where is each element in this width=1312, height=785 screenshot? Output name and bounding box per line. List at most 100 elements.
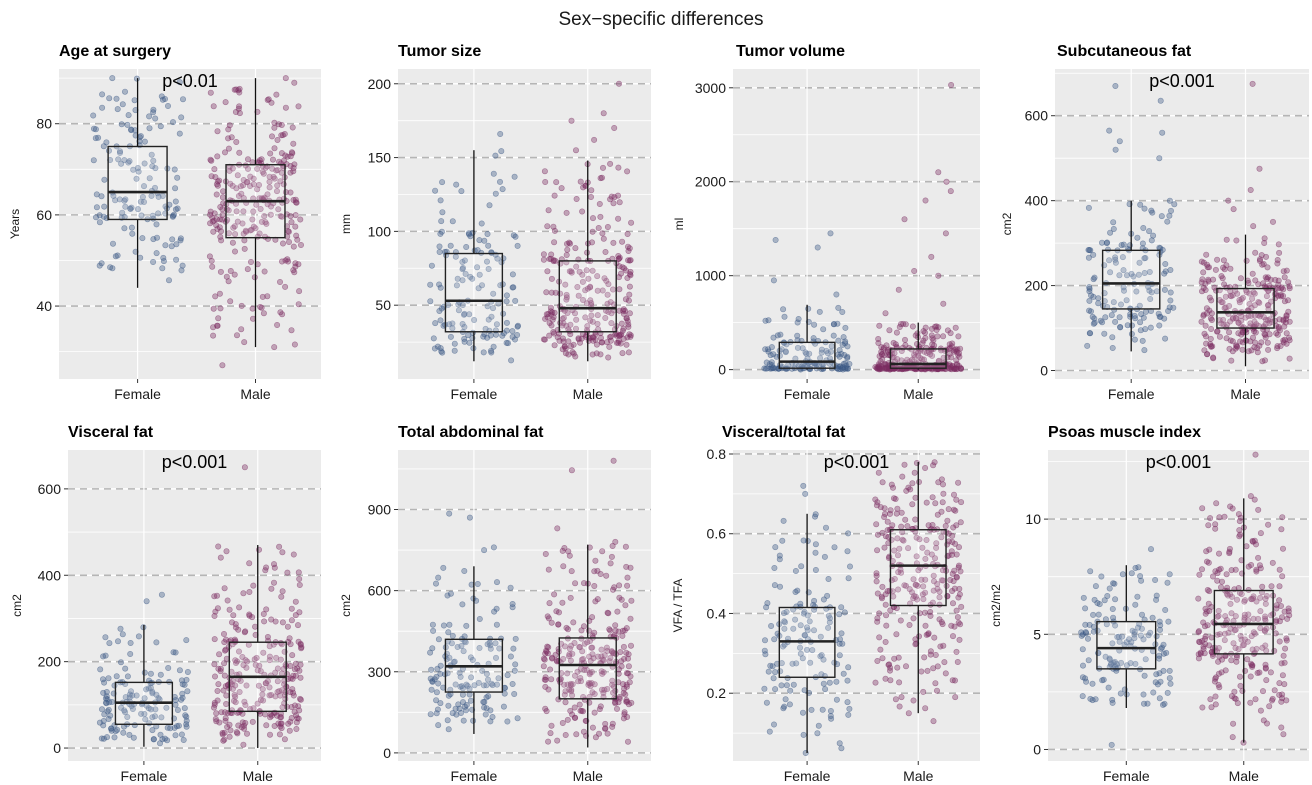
data-point <box>295 569 302 576</box>
data-point <box>546 600 553 607</box>
data-point <box>291 341 298 348</box>
y-tick-label: 0.4 <box>707 605 727 621</box>
data-point <box>1134 234 1141 241</box>
data-point <box>180 736 187 743</box>
data-point <box>597 570 604 577</box>
data-point <box>229 182 236 189</box>
data-point <box>795 315 802 322</box>
data-point <box>449 218 456 225</box>
data-point <box>290 140 297 147</box>
data-point <box>951 623 958 630</box>
box-iqr <box>107 145 168 221</box>
data-point <box>1278 526 1285 533</box>
data-point <box>941 659 948 666</box>
data-point <box>427 281 434 288</box>
data-point <box>173 256 180 263</box>
data-point <box>178 267 185 274</box>
data-point <box>602 249 609 256</box>
data-point <box>106 95 113 102</box>
data-point <box>1106 585 1113 592</box>
data-point <box>1105 684 1112 691</box>
data-point <box>264 191 271 198</box>
data-point <box>909 501 916 508</box>
data-point <box>118 160 125 167</box>
data-point <box>1265 346 1272 353</box>
data-point <box>174 174 181 181</box>
data-point <box>226 606 233 613</box>
data-point <box>1199 276 1206 283</box>
data-point <box>449 325 456 332</box>
data-point <box>1091 596 1098 603</box>
data-point <box>542 179 549 186</box>
data-point <box>444 717 451 724</box>
data-point <box>876 322 883 329</box>
data-point <box>628 219 635 226</box>
data-point <box>271 145 278 152</box>
data-point <box>922 324 929 331</box>
data-point <box>608 320 615 327</box>
data-point <box>437 284 444 291</box>
data-point <box>939 481 946 488</box>
data-point <box>624 231 631 238</box>
data-point <box>1112 318 1119 325</box>
data-point <box>290 692 297 699</box>
data-point <box>467 697 474 704</box>
data-point <box>939 499 946 506</box>
data-point <box>881 544 888 551</box>
data-point <box>276 158 283 165</box>
data-point <box>176 130 183 137</box>
data-point <box>618 320 625 327</box>
data-point <box>1085 657 1092 664</box>
data-point <box>898 694 905 701</box>
data-point <box>222 149 229 156</box>
data-point <box>1285 605 1292 612</box>
data-point <box>1132 601 1139 608</box>
data-point <box>238 302 245 309</box>
data-point <box>1279 614 1286 621</box>
data-point <box>290 243 297 250</box>
data-point <box>589 724 596 731</box>
data-point <box>585 627 592 634</box>
data-point <box>292 212 299 219</box>
data-point <box>249 216 256 223</box>
data-point <box>1206 642 1213 649</box>
data-point <box>507 584 514 591</box>
data-point <box>564 246 571 253</box>
data-point <box>619 350 626 357</box>
data-point <box>157 740 164 747</box>
data-point <box>127 639 134 646</box>
outlier-point <box>814 244 821 251</box>
data-point <box>215 681 222 688</box>
data-point <box>1152 576 1159 583</box>
outlier-point <box>554 525 561 532</box>
data-point <box>223 692 230 699</box>
data-point <box>949 677 956 684</box>
data-point <box>277 213 284 220</box>
data-point <box>106 640 113 647</box>
data-point <box>1275 292 1282 299</box>
data-point <box>93 191 100 198</box>
data-point <box>836 640 843 647</box>
data-point <box>434 706 441 713</box>
data-point <box>1162 606 1169 613</box>
data-point <box>511 173 518 180</box>
data-point <box>469 275 476 282</box>
data-point <box>580 728 587 735</box>
data-point <box>230 612 237 619</box>
data-point <box>428 686 435 693</box>
data-point <box>290 551 297 558</box>
data-point <box>910 615 917 622</box>
data-point <box>919 340 926 347</box>
data-point <box>100 689 107 696</box>
data-point <box>606 626 613 633</box>
data-point <box>912 636 919 643</box>
data-point <box>1119 571 1126 578</box>
outlier-point <box>611 125 618 132</box>
data-point <box>1214 577 1221 584</box>
data-point <box>846 705 853 712</box>
data-point <box>129 230 136 237</box>
data-point <box>897 617 904 624</box>
data-point <box>808 706 815 713</box>
data-point <box>627 272 634 279</box>
data-point <box>177 235 184 242</box>
